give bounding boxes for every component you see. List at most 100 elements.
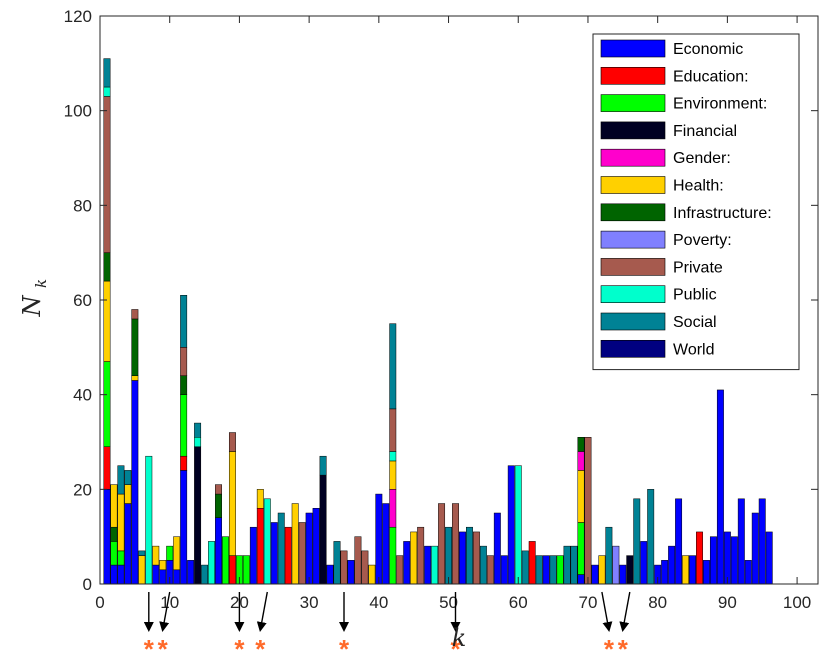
bar-k84-health [682, 555, 690, 585]
bar-k25-economic [270, 522, 278, 585]
annotation-asterisk: * [144, 634, 155, 658]
annotation-asterisk: * [339, 634, 350, 658]
x-tick-label: 80 [648, 593, 667, 612]
bar-k15-social [201, 564, 209, 585]
bar-k56-private [486, 555, 494, 585]
bar-k37-private [354, 536, 362, 585]
bar-k45-health [410, 531, 418, 585]
y-tick-label: 100 [64, 102, 92, 121]
bar-k71-economic [591, 564, 599, 585]
bar-k14-financial [194, 446, 202, 585]
bar-k65-social [549, 555, 557, 585]
bar-k5-economic [131, 380, 139, 585]
legend-label-health: Health: [673, 178, 724, 195]
legend-label-private: Private [673, 259, 723, 276]
x-tick-label: 100 [783, 593, 811, 612]
bar-k19-health [228, 451, 236, 556]
bar-k49-private [438, 503, 446, 585]
bar-k33-economic [326, 564, 334, 585]
legend-label-public: Public [673, 287, 717, 304]
bar-k2-infrastructure [110, 526, 118, 542]
bar-k66-environment [556, 555, 564, 585]
bar-k3-social [117, 465, 125, 495]
y-tick-label: 120 [64, 7, 92, 26]
bar-k22-economic [249, 526, 257, 585]
bar-k51-private [452, 503, 459, 585]
bar-k91-economic [730, 536, 738, 585]
bar-k57-economic [493, 512, 501, 585]
legend: Economic Education: Environment: Financial G… [592, 33, 800, 371]
bar-k5-private [131, 309, 139, 320]
bar-k4-social [124, 470, 132, 485]
bar-k77-social [633, 498, 641, 585]
legend-label-infrastructure: Infrastructure: [673, 205, 772, 222]
bar-k41-economic [382, 503, 390, 585]
bar-k42-health [389, 460, 397, 490]
x-tick-label: 10 [160, 593, 179, 612]
bar-k29-private [298, 522, 306, 585]
bar-k9-economic [159, 569, 167, 585]
bar-k62-education [528, 541, 536, 585]
legend-swatch-gender [600, 148, 666, 167]
legend-label-education: Education: [673, 68, 749, 85]
bar-k42-public [389, 451, 397, 462]
bar-k3-economic [117, 564, 125, 585]
bar-k26-social [277, 512, 285, 585]
bar-k48-public [431, 545, 439, 585]
bar-k39-health [368, 564, 376, 585]
y-tick-label: 40 [73, 386, 92, 405]
bar-k78-economic [640, 541, 648, 585]
legend-swatch-world [600, 339, 666, 358]
x-tick-label: 0 [95, 593, 104, 612]
bar-k24-public [263, 498, 271, 585]
bar-k12-social [180, 295, 188, 348]
bar-k5-health [131, 375, 139, 381]
bar-k76-financial [626, 555, 634, 585]
y-axis: 0 20 40 60 80 100 120 [64, 7, 818, 594]
bar-k1-education [103, 446, 111, 490]
bar-k35-private [340, 550, 348, 585]
y-tick-label: 80 [73, 196, 92, 215]
x-tick-label: 40 [369, 593, 388, 612]
bar-k34-social [333, 541, 341, 585]
bar-k87-economic [703, 560, 710, 585]
bar-k1-public [103, 86, 111, 97]
bar-k42-social [389, 323, 397, 410]
bar-k11-health [173, 536, 181, 571]
bar-k93-economic [744, 560, 752, 585]
bar-k32-financial [319, 474, 327, 585]
bar-k2-economic [110, 564, 118, 585]
bar-k96-economic [765, 531, 773, 585]
bar-k73-social [605, 526, 613, 585]
legend-swatch-public [600, 285, 666, 304]
bar-k90-economic [723, 531, 731, 585]
bar-k92-economic [737, 498, 745, 585]
bar-k23-education [256, 508, 264, 585]
bar-k11-economic [173, 569, 181, 585]
legend-label-financial: Financial [673, 123, 737, 140]
x-tick-label: 70 [579, 593, 598, 612]
bar-k5-infrastructure [131, 318, 139, 376]
bar-k28-health [291, 503, 299, 585]
annotation-asterisk: * [618, 634, 629, 658]
y-axis-label: N k [18, 279, 50, 318]
bar-k69-health [577, 470, 585, 523]
bar-k53-social [466, 526, 473, 585]
bar-k60-public [514, 465, 522, 585]
bar-k17-economic [215, 517, 222, 585]
bar-k9-health [159, 560, 167, 571]
bar-k14-public [194, 437, 202, 447]
y-tick-label: 0 [83, 575, 92, 594]
bar-k18-environment [222, 536, 229, 585]
bar-k44-economic [403, 541, 411, 585]
legend-swatch-private [600, 258, 666, 276]
legend-label-social: Social [673, 314, 717, 331]
y-tick-label: 60 [73, 291, 92, 310]
bar-k89-economic [716, 389, 724, 585]
legend-label-economic: Economic [673, 41, 743, 58]
y-axis-label-main: N [18, 295, 46, 318]
bar-k10-environment [166, 545, 174, 561]
bar-k94-economic [751, 512, 759, 585]
